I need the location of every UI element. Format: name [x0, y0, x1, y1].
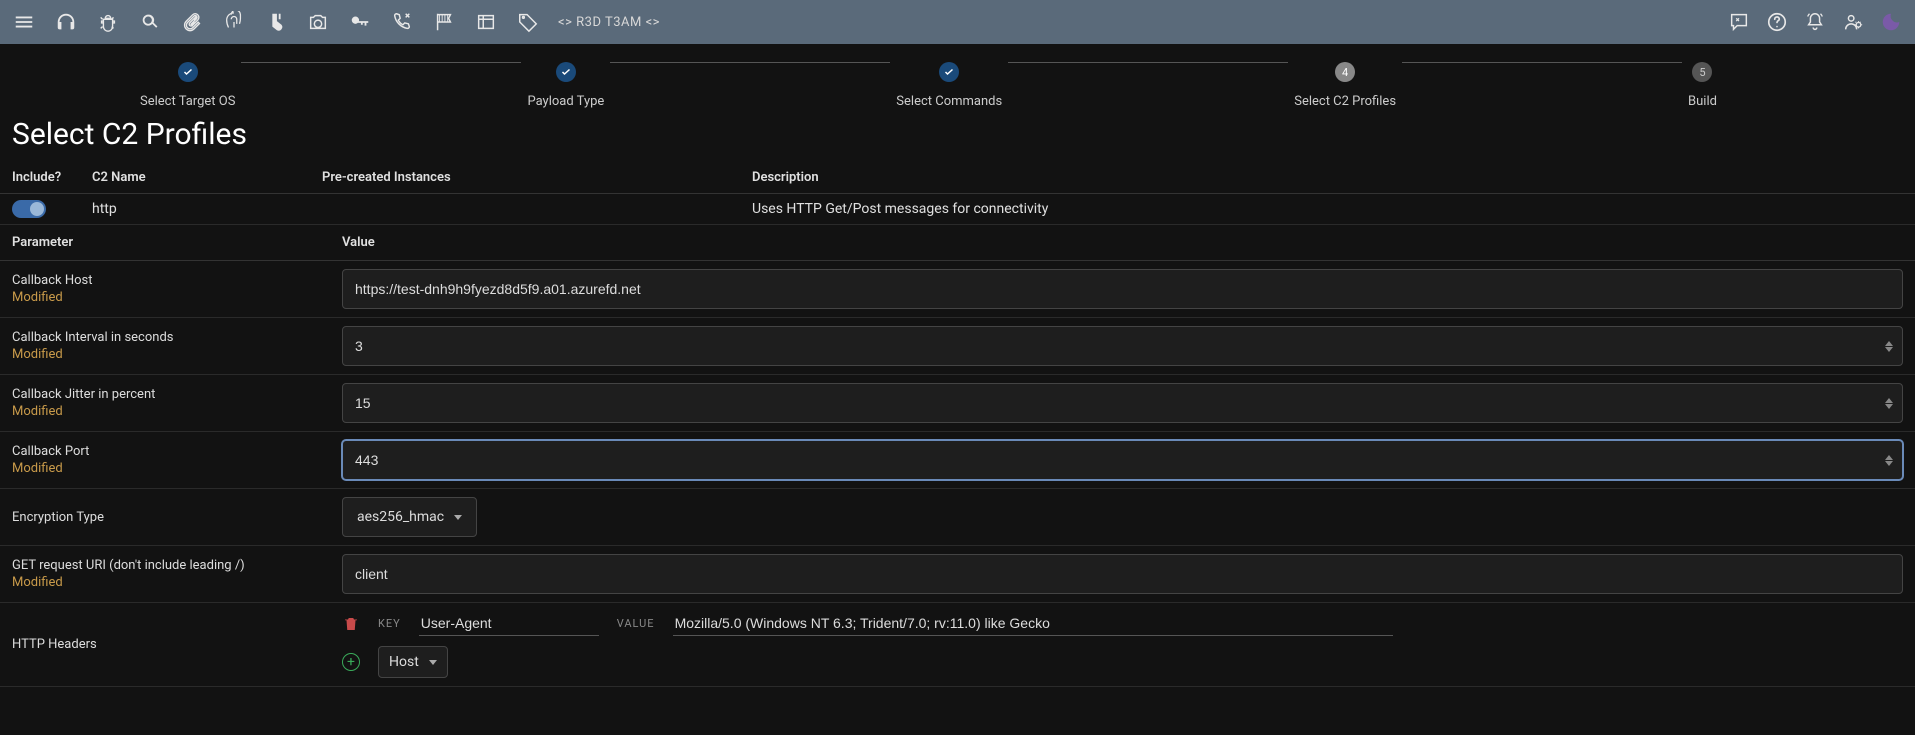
attachment-icon[interactable] — [180, 10, 204, 34]
profile-description: Uses HTTP Get/Post messages for connecti… — [740, 194, 1915, 225]
headphones-icon[interactable] — [54, 10, 78, 34]
topbar-right — [1727, 10, 1903, 34]
flag-icon[interactable] — [432, 10, 456, 34]
col-instances: Pre-created Instances — [310, 162, 740, 194]
profile-name: http — [80, 194, 310, 225]
table-icon[interactable] — [474, 10, 498, 34]
fingerprint-icon[interactable] — [222, 10, 246, 34]
chevron-down-icon — [454, 515, 462, 520]
param-get-uri: GET request URI (don't include leading /… — [0, 546, 1915, 603]
callback-interval-input[interactable] — [342, 326, 1903, 366]
phone-icon[interactable] — [390, 10, 414, 34]
parameters-table: Parameter Value Callback Host Modified C… — [0, 225, 1915, 687]
bell-icon[interactable] — [1803, 10, 1827, 34]
col-parameter: Parameter — [0, 225, 330, 261]
profile-instances — [310, 194, 740, 225]
theme-icon[interactable] — [1879, 10, 1903, 34]
param-callback-port: Callback Port Modified — [0, 432, 1915, 489]
page-title: Select C2 Profiles — [0, 109, 1915, 162]
delete-icon[interactable] — [342, 615, 360, 633]
bug-icon[interactable] — [96, 10, 120, 34]
col-c2name: C2 Name — [80, 162, 310, 194]
value-label: VALUE — [617, 617, 655, 630]
key-icon[interactable] — [348, 10, 372, 34]
profiles-table: Include? C2 Name Pre-created Instances D… — [0, 162, 1915, 225]
team-label: <> R3D T3AM <> — [558, 15, 660, 30]
feedback-icon[interactable] — [1727, 10, 1751, 34]
topbar-left: <> R3D T3AM <> — [12, 10, 1709, 34]
param-http-headers: HTTP Headers KEY VALUE + — [0, 603, 1915, 687]
get-uri-input[interactable] — [342, 554, 1903, 594]
col-include: Include? — [0, 162, 80, 194]
callback-port-input[interactable] — [342, 440, 1903, 480]
profile-row: http Uses HTTP Get/Post messages for con… — [0, 194, 1915, 225]
header-row: KEY VALUE — [342, 611, 1903, 636]
spinner-icon[interactable] — [1885, 336, 1899, 356]
header-value-input[interactable] — [673, 611, 1393, 636]
stepper: Select Target OS Payload Type Select Com… — [0, 44, 1915, 109]
help-icon[interactable] — [1765, 10, 1789, 34]
step-build[interactable]: 5 Build — [1688, 62, 1717, 109]
step-select-commands[interactable]: Select Commands — [896, 62, 1002, 109]
spinner-icon[interactable] — [1885, 393, 1899, 413]
include-toggle[interactable] — [12, 200, 46, 218]
add-icon[interactable]: + — [342, 653, 360, 671]
menu-icon[interactable] — [12, 10, 36, 34]
callback-jitter-input[interactable] — [342, 383, 1903, 423]
callback-host-input[interactable] — [342, 269, 1903, 309]
search-icon[interactable] — [138, 10, 162, 34]
param-callback-interval: Callback Interval in seconds Modified — [0, 318, 1915, 375]
key-label: KEY — [378, 617, 401, 630]
col-value: Value — [330, 225, 1915, 261]
header-add-select[interactable]: Host — [378, 646, 448, 678]
socks-icon[interactable] — [264, 10, 288, 34]
param-callback-host: Callback Host Modified — [0, 261, 1915, 318]
chevron-down-icon — [429, 660, 437, 665]
user-settings-icon[interactable] — [1841, 10, 1865, 34]
step-select-c2[interactable]: 4 Select C2 Profiles — [1294, 62, 1396, 109]
step-target-os[interactable]: Select Target OS — [140, 62, 235, 109]
spinner-icon[interactable] — [1885, 450, 1899, 470]
tag-icon[interactable] — [516, 10, 540, 34]
header-key-input[interactable] — [419, 611, 599, 636]
header-add-row: + Host — [342, 646, 1903, 678]
col-description: Description — [740, 162, 1915, 194]
encryption-type-select[interactable]: aes256_hmac — [342, 497, 477, 537]
topbar: <> R3D T3AM <> — [0, 0, 1915, 44]
param-encryption-type: Encryption Type aes256_hmac — [0, 489, 1915, 546]
step-payload-type[interactable]: Payload Type — [527, 62, 604, 109]
camera-icon[interactable] — [306, 10, 330, 34]
param-callback-jitter: Callback Jitter in percent Modified — [0, 375, 1915, 432]
